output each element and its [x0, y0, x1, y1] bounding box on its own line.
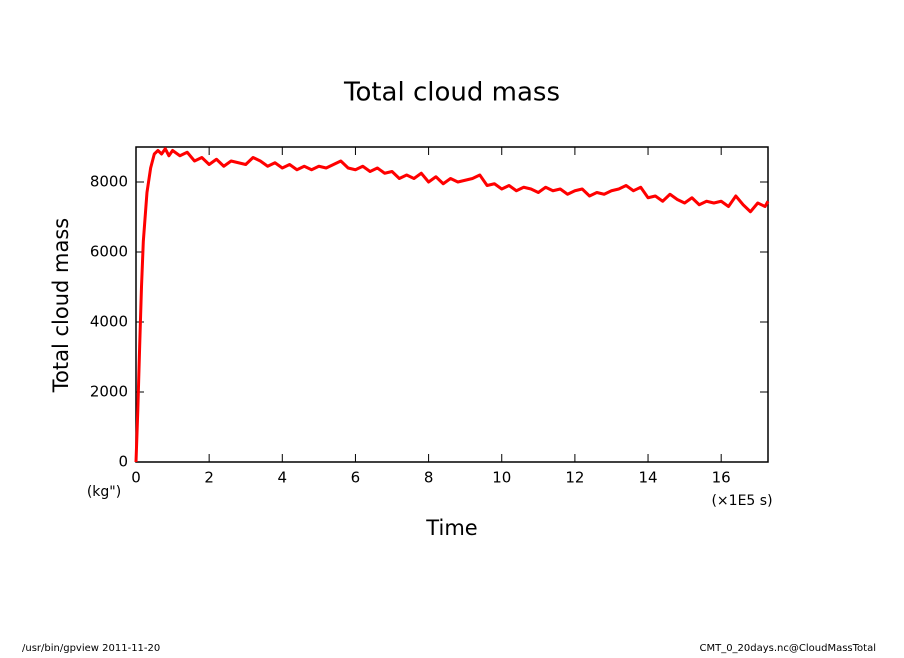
x-tick-label: 4 [278, 469, 288, 487]
plot-frame [135, 146, 769, 463]
x-tick-label: 12 [565, 469, 584, 487]
y-tick-label: 2000 [90, 383, 128, 401]
y-unit: (kg") [87, 484, 121, 500]
y-tick-label: 6000 [90, 243, 128, 261]
x-tick-label: 6 [351, 469, 361, 487]
x-tick-label: 16 [712, 469, 731, 487]
footer-left: /usr/bin/gpview 2011-11-20 [22, 643, 160, 654]
x-tick-label: 0 [131, 469, 141, 487]
y-tick-label: 0 [118, 453, 128, 471]
y-axis-label: Total cloud mass [49, 218, 73, 393]
x-unit: (×1E5 s) [711, 493, 772, 509]
x-tick-label: 14 [638, 469, 657, 487]
chart-title: Total cloud mass [343, 78, 560, 108]
data-line [134, 147, 770, 463]
x-tick-label: 10 [492, 469, 511, 487]
x-axis-label: Time [425, 516, 477, 540]
x-tick-label: 8 [424, 469, 434, 487]
y-tick-label: 8000 [90, 173, 128, 191]
footer-right: CMT_0_20days.nc@CloudMassTotal [699, 643, 876, 654]
y-tick-label: 4000 [90, 313, 128, 331]
x-tick-label: 2 [204, 469, 214, 487]
